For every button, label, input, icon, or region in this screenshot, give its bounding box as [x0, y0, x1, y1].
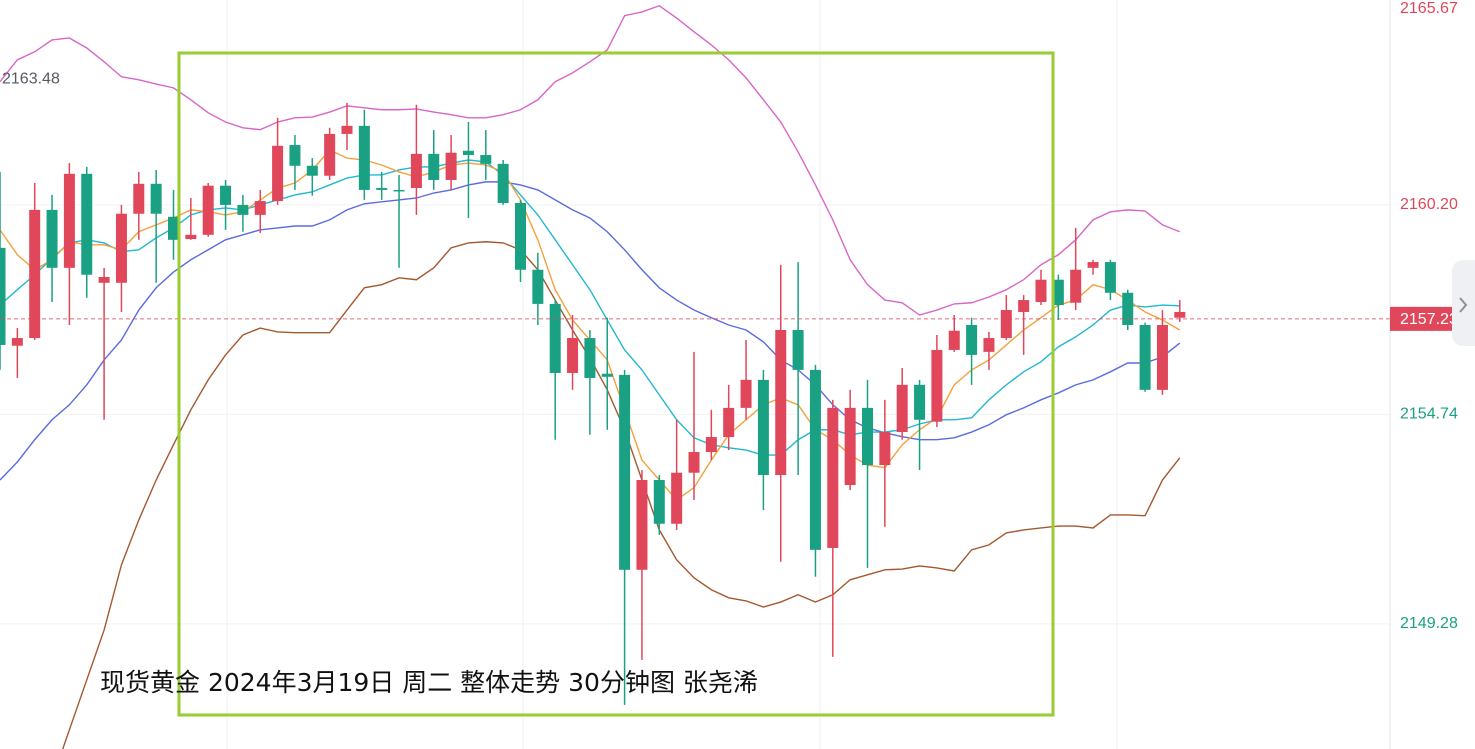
- y-tick-label: 2160.20: [1400, 196, 1458, 213]
- candle-body: [220, 185, 232, 205]
- candle-body: [862, 407, 873, 466]
- candle-body: [445, 152, 457, 180]
- candle-body: [98, 277, 110, 283]
- candle-body: [237, 204, 249, 215]
- grid: [0, 204, 1390, 625]
- candle-body: [341, 125, 353, 134]
- candle-body: [254, 201, 266, 215]
- candle-body: [619, 374, 631, 570]
- candle-body: [567, 338, 579, 373]
- candle-body: [1070, 269, 1082, 303]
- candle-body: [202, 185, 214, 235]
- candle-body: [1052, 279, 1064, 306]
- candle-body: [358, 125, 370, 190]
- candle-body: [29, 209, 41, 339]
- candle-body: [462, 150, 474, 156]
- candle-body: [150, 183, 162, 214]
- candle-body: [46, 209, 58, 268]
- candle-body: [688, 452, 700, 473]
- candle-body: [168, 216, 179, 240]
- candle-body: [931, 349, 943, 422]
- indicator-line: [0, 4, 1181, 316]
- candle-body: [792, 329, 804, 370]
- candle-body: [428, 153, 440, 180]
- plot-area: [0, 4, 1390, 749]
- candle-body: [306, 165, 318, 176]
- last-price-label: 2157.23: [1400, 311, 1458, 328]
- y-tick-label: 2149.28: [1400, 615, 1458, 632]
- candle-body: [393, 189, 405, 192]
- candle-body: [115, 213, 127, 283]
- y-tick-label: 2154.74: [1400, 406, 1458, 423]
- candle-body: [1035, 279, 1047, 302]
- candle-body: [515, 202, 526, 270]
- candle-body: [775, 329, 787, 476]
- candle-body: [827, 407, 839, 548]
- candle-body: [671, 472, 683, 524]
- candle-body: [11, 338, 23, 346]
- candle-body: [133, 183, 145, 214]
- candle-body: [63, 173, 75, 268]
- candle-body: [653, 480, 665, 524]
- candle-body: [532, 269, 544, 304]
- scroll-button[interactable]: [1452, 260, 1475, 346]
- candle-body: [0, 247, 6, 345]
- candle-body: [740, 379, 752, 408]
- candle-body: [480, 155, 492, 164]
- candle-body: [376, 188, 388, 190]
- candle-body: [324, 133, 336, 176]
- candle-body: [844, 407, 856, 486]
- candle-body: [497, 163, 509, 203]
- candle-body: [289, 145, 301, 166]
- candle-body: [983, 338, 995, 352]
- high-label: 2163.48: [2, 70, 60, 87]
- indicator-line: [0, 181, 1181, 481]
- candle-body: [1156, 325, 1168, 390]
- candle-body: [1018, 300, 1030, 312]
- indicator-line: [61, 241, 1181, 749]
- candle-body: [757, 379, 769, 476]
- candle-body: [1104, 262, 1116, 293]
- highlight-box: [177, 51, 1055, 717]
- candle-body: [185, 234, 197, 240]
- candle-body: [1000, 310, 1012, 339]
- candle-body: [809, 369, 821, 550]
- scroll-arrow[interactable]: [1459, 297, 1468, 313]
- candle-body: [601, 373, 613, 377]
- candle-body: [896, 384, 908, 433]
- candle-body: [1139, 325, 1151, 390]
- candle-body: [914, 384, 926, 420]
- candle-body: [549, 303, 561, 373]
- candle-body: [948, 330, 960, 350]
- candle-body: [966, 325, 978, 355]
- candle-body: [879, 432, 891, 466]
- candle-body: [410, 153, 422, 189]
- candle-body: [272, 145, 284, 202]
- candle-body: [1087, 262, 1099, 268]
- indicator-line: [0, 159, 1180, 456]
- candle-body: [705, 437, 717, 453]
- y-tick-label: 2165.67: [1400, 0, 1458, 17]
- candle-body: [1174, 311, 1186, 318]
- candle-body: [81, 173, 93, 275]
- candle-body: [584, 338, 596, 378]
- chart-title: 现货黄金 2024年3月19日 周二 整体走势 30分钟图 张尧浠: [100, 668, 758, 697]
- candle-body: [723, 407, 735, 438]
- candle-body: [636, 480, 648, 570]
- candle-body: [1122, 292, 1134, 326]
